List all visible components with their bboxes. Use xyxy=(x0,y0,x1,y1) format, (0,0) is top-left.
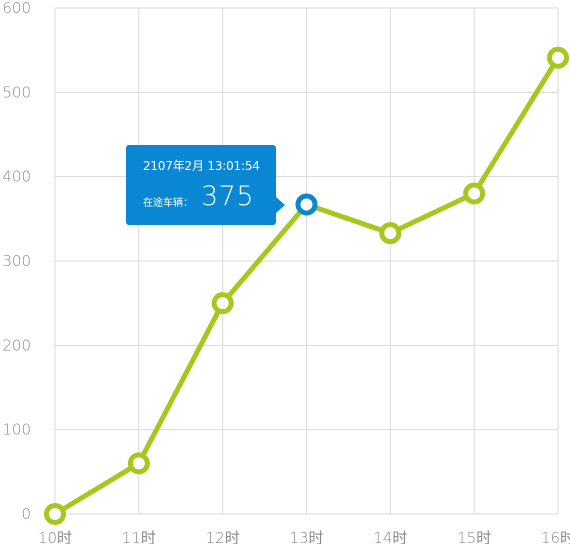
y-tick-label: 600 xyxy=(2,0,31,17)
data-tooltip: 2107年2月 13:01:54 在途车辆： 375 xyxy=(126,145,285,225)
x-tick-label: 14时 xyxy=(373,529,407,544)
x-tick-label: 13时 xyxy=(289,529,323,544)
tooltip-value: 375 xyxy=(201,181,255,212)
data-point-highlighted[interactable] xyxy=(295,193,318,216)
y-tick-label: 100 xyxy=(2,421,31,439)
x-tick-label: 12时 xyxy=(206,529,240,544)
tooltip-time: 2107年2月 13:01:54 xyxy=(143,159,260,173)
data-point[interactable] xyxy=(44,503,66,525)
x-tick-label: 16时 xyxy=(541,529,570,544)
data-point[interactable] xyxy=(547,46,569,69)
x-axis-ticks: 10时 11时 12时 13时 14时 15时 16时 xyxy=(38,529,570,544)
data-points[interactable] xyxy=(44,46,569,525)
data-point[interactable] xyxy=(463,182,486,205)
tooltip-label: 在途车辆： xyxy=(143,198,193,209)
y-tick-label: 500 xyxy=(2,83,31,101)
x-tick-label: 11时 xyxy=(122,529,156,544)
y-tick-label: 400 xyxy=(2,168,31,186)
y-tick-label: 0 xyxy=(21,505,31,523)
x-tick-label: 15时 xyxy=(457,529,491,544)
x-tick-label: 10时 xyxy=(38,529,72,544)
y-axis-ticks: 0 100 200 300 400 500 600 xyxy=(2,0,31,523)
data-point[interactable] xyxy=(211,292,234,315)
y-tick-label: 200 xyxy=(2,336,31,354)
data-point[interactable] xyxy=(379,222,402,245)
grid-lines xyxy=(54,7,559,515)
data-point[interactable] xyxy=(127,452,150,475)
y-tick-label: 300 xyxy=(2,252,31,270)
